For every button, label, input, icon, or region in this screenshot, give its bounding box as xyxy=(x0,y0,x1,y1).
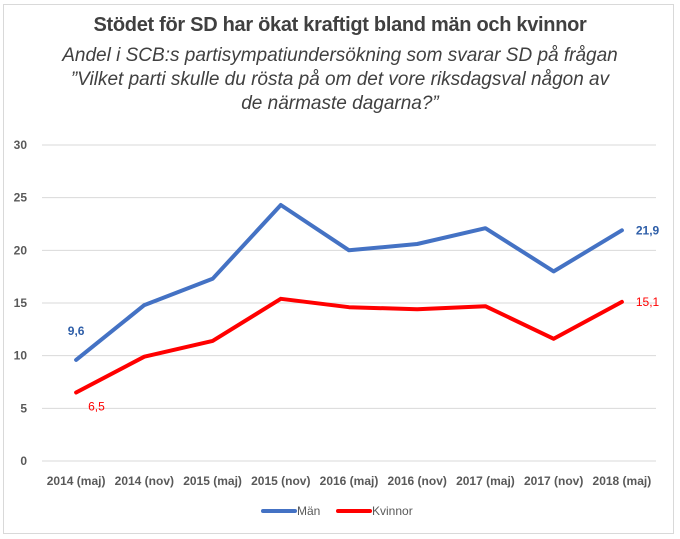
y-tick-label: 0 xyxy=(20,454,27,468)
x-tick-label: 2014 (nov) xyxy=(115,474,174,488)
y-tick-label: 15 xyxy=(14,296,28,310)
chart-title: Stödet för SD har ökat kraftigt bland mä… xyxy=(93,14,587,36)
y-tick-label: 5 xyxy=(20,401,27,415)
x-tick-label: 2014 (maj) xyxy=(47,474,106,488)
data-label: 21,9 xyxy=(636,223,660,237)
data-labels: 9,6 21,9 6,5 15,1 xyxy=(68,223,660,413)
x-tick-label: 2017 (nov) xyxy=(524,474,583,488)
data-label: 15,1 xyxy=(636,295,660,309)
x-tick-label: 2015 (nov) xyxy=(251,474,310,488)
series-line-kvinnor xyxy=(74,296,624,395)
x-tick-label: 2017 (maj) xyxy=(456,474,515,488)
x-tick-label: 2016 (nov) xyxy=(388,474,447,488)
chart-frame xyxy=(3,4,674,534)
gridlines xyxy=(42,144,656,462)
legend: Män Kvinnor xyxy=(261,504,413,518)
legend-label: Kvinnor xyxy=(372,504,413,518)
legend-label: Män xyxy=(297,504,320,518)
y-tick-label: 25 xyxy=(14,191,28,205)
data-label: 6,5 xyxy=(88,400,105,414)
chart-subtitle: Andel i SCB:s partisympatiundersökning s… xyxy=(62,45,618,114)
x-axis-ticks: 2014 (maj) 2014 (nov) 2015 (maj) 2015 (nov)… xyxy=(47,474,651,488)
y-tick-label: 20 xyxy=(14,243,28,257)
y-tick-label: 30 xyxy=(14,138,28,152)
x-tick-label: 2015 (maj) xyxy=(183,474,242,488)
x-tick-label: 2016 (maj) xyxy=(320,474,379,488)
series-lines xyxy=(74,203,624,395)
x-tick-label: 2018 (maj) xyxy=(593,474,652,488)
y-tick-label: 10 xyxy=(14,349,28,363)
data-label: 9,6 xyxy=(68,324,85,338)
series-line-man xyxy=(74,203,624,362)
y-axis-ticks: 0 5 10 15 20 25 30 xyxy=(14,138,28,468)
